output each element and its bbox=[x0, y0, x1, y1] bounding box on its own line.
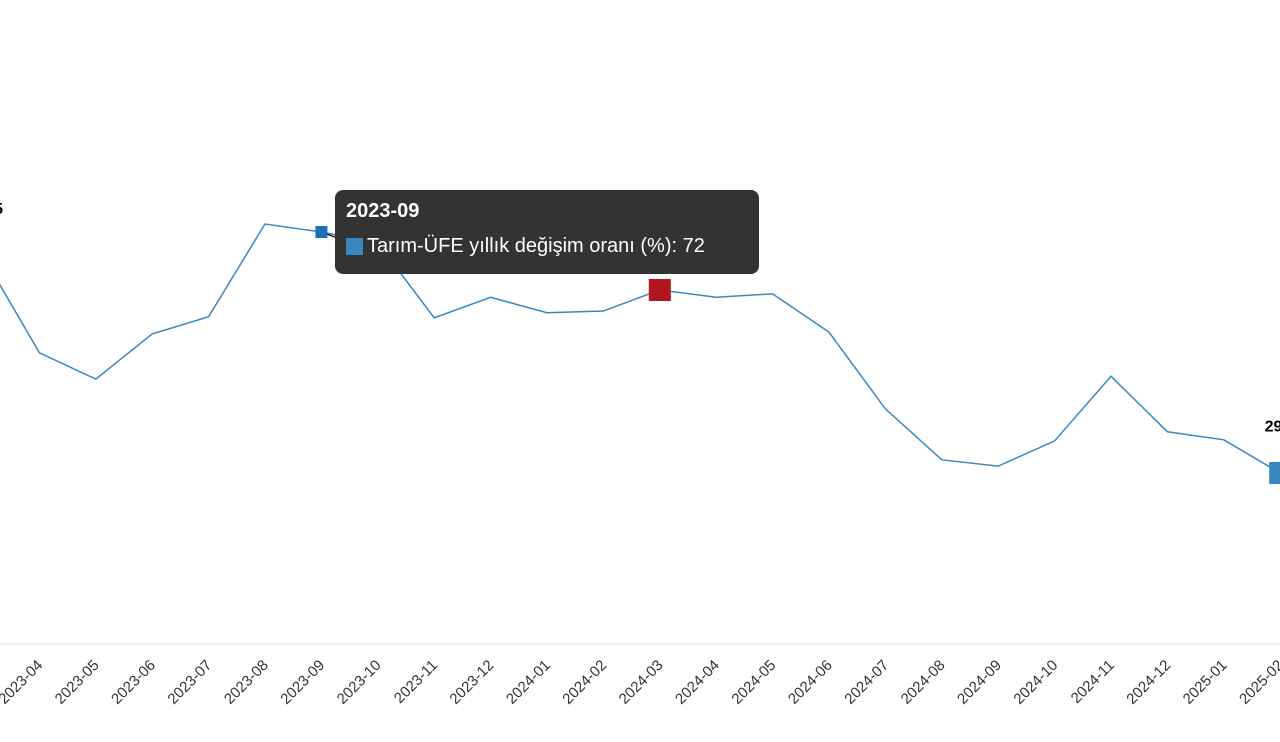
x-tick-label: 2024-05 bbox=[728, 657, 779, 708]
x-tick-label: 2024-02 bbox=[559, 657, 610, 708]
x-tick-label: 2023-12 bbox=[446, 657, 497, 708]
x-tick-label: 2024-08 bbox=[898, 657, 949, 708]
x-tick-label: 2024-12 bbox=[1123, 657, 1174, 708]
x-tick-label: 2025-01 bbox=[1180, 657, 1231, 708]
tooltip: 2023-09 Tarım-ÜFE yıllık değişim oranı (… bbox=[335, 190, 759, 274]
x-tick-label: 2024-01 bbox=[503, 657, 554, 708]
x-tick-label: 2024-07 bbox=[841, 657, 892, 708]
x-tick-label: 2023-09 bbox=[277, 657, 328, 708]
x-tick-label: 2023-10 bbox=[334, 657, 385, 708]
tooltip-swatch bbox=[346, 238, 363, 255]
tooltip-row: Tarım-ÜFE yıllık değişim oranı (%)72 bbox=[346, 235, 748, 258]
x-tick-label: 2024-09 bbox=[954, 657, 1005, 708]
x-tick-label: 2023-08 bbox=[221, 657, 272, 708]
x-tick-label: 2023-11 bbox=[391, 657, 441, 707]
x-tick-label: 2024-10 bbox=[1010, 657, 1061, 708]
value-label: 29.9 bbox=[1265, 418, 1280, 435]
x-tick-label: 2024-03 bbox=[616, 657, 667, 708]
x-tick-label: 2025-02 bbox=[1236, 657, 1280, 708]
series-line bbox=[0, 223, 1280, 474]
x-tick-label: 2024-06 bbox=[785, 657, 836, 708]
tooltip-series: Tarım-ÜFE yıllık değişim oranı (%) bbox=[367, 235, 683, 258]
x-tick-label: 2023-06 bbox=[108, 657, 159, 708]
tooltip-title: 2023-09 bbox=[346, 200, 420, 222]
point-marker bbox=[648, 278, 671, 301]
x-tick-label: 2024-04 bbox=[672, 657, 723, 708]
x-tick-label: 2023-07 bbox=[164, 657, 215, 708]
x-tick-label: 2023-04 bbox=[0, 657, 46, 708]
x-tick-label: 2023-05 bbox=[52, 657, 103, 708]
value-label: 67.85 bbox=[0, 201, 3, 218]
x-tick-label: 2024-11 bbox=[1068, 657, 1118, 707]
point-marker bbox=[1269, 462, 1280, 484]
hover-marker bbox=[315, 226, 328, 239]
tooltip-value: 72 bbox=[682, 235, 705, 257]
